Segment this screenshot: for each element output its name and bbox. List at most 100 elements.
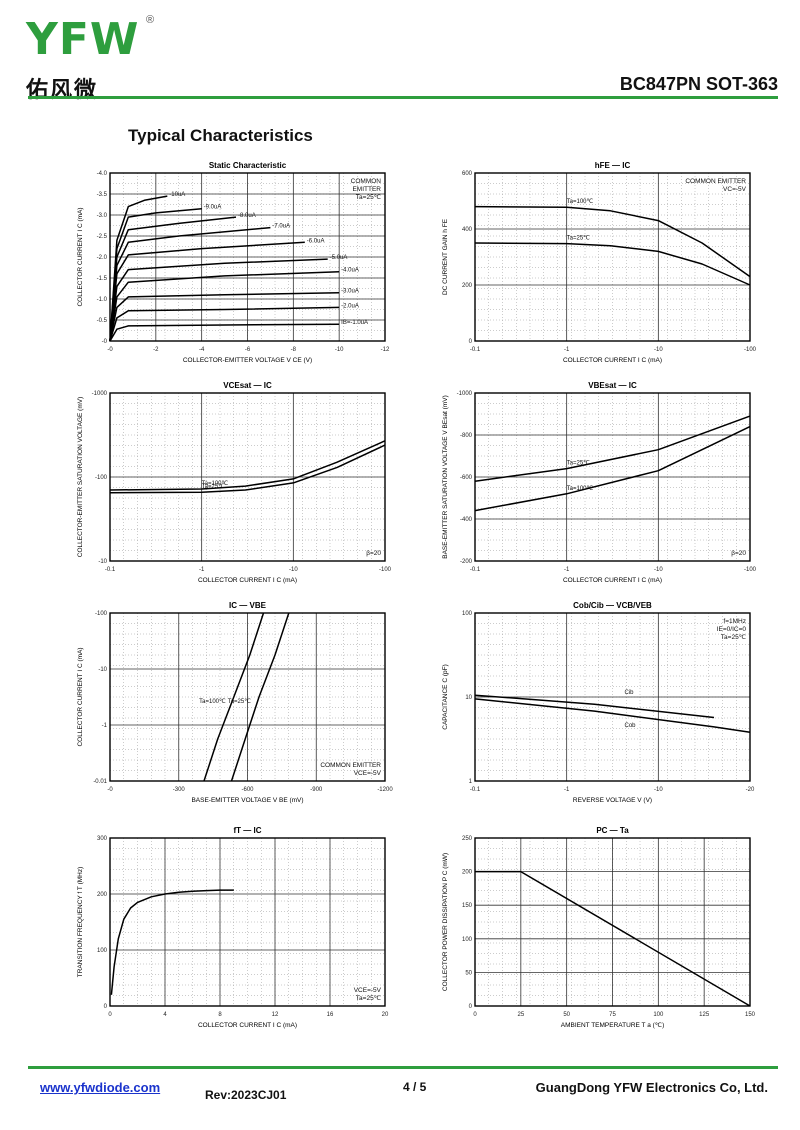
plot-frame <box>474 837 751 1007</box>
y-tick-label: 10 <box>465 695 472 701</box>
y-tick-label: 200 <box>462 283 473 289</box>
curve-label: Ta=100℃ <box>202 481 229 487</box>
y-tick-label: -0.01 <box>93 779 107 785</box>
y-tick-label: -3.5 <box>97 192 108 198</box>
curve-label: Cob <box>625 723 637 729</box>
y-tick-label: 1 <box>469 779 473 785</box>
website-link[interactable]: www.yfwdiode.com <box>40 1080 161 1095</box>
x-tick-label: -20 <box>746 787 755 793</box>
y-tick-label: -100 <box>95 475 108 481</box>
annotation-text: β=20 <box>366 550 381 557</box>
series-line <box>109 323 340 342</box>
series-line <box>475 870 751 1007</box>
y-tick-label: -0 <box>102 339 108 345</box>
y-tick-label: 0 <box>469 1004 473 1010</box>
y-axis-label: COLLECTOR POWER DISSIPATION P C (mW) <box>442 853 449 991</box>
curve-label: Ta=100℃ <box>199 699 226 705</box>
x-tick-label: 20 <box>382 1012 389 1018</box>
x-tick-label: -0.1 <box>105 567 116 573</box>
logo-letters: YFW <box>26 14 140 65</box>
chart-capacitance-vs-voltage: -0.1 -1 -10 -20 1 10 100 Cob/Cib — VCB/VEB REVER… <box>405 595 765 805</box>
series-line <box>474 415 751 482</box>
y-axis-label: CAPACITANCE C (pF) <box>442 664 449 730</box>
x-tick-label: -600 <box>241 787 254 793</box>
chart-static-characteristic: -0 -2 -4 -6 -8 -10 -12 -0 -0.5 -1.0 -1.5 -2.0 -2.5 -3… <box>40 155 400 365</box>
x-tick-label: -0 <box>107 347 113 353</box>
x-axis-label: REVERSE VOLTAGE V (V) <box>573 797 652 804</box>
annotation-text: Ta=25℃ <box>356 194 382 201</box>
curve-label: Ta=25℃ <box>567 461 591 467</box>
chart-title: fT — IC <box>234 826 262 835</box>
y-tick-label: -1000 <box>92 391 108 397</box>
curve-label: Ta=25℃ <box>567 236 591 242</box>
y-tick-label: -10 <box>98 667 107 673</box>
x-axis-label: COLLECTOR CURRENT I C (mA) <box>563 357 662 364</box>
y-tick-label: -1 <box>102 723 108 729</box>
chart-vbesat-vs-ic: -0.1 -1 -10 -100 -200 -400 -600 -800 -1000 VBEsat… <box>405 375 765 585</box>
y-tick-label: 400 <box>462 227 473 233</box>
x-tick-label: -300 <box>173 787 186 793</box>
company-name: GuangDong YFW Electronics Co, Ltd. <box>535 1080 768 1095</box>
y-tick-label: 200 <box>462 870 473 876</box>
series-line <box>110 889 234 995</box>
annotation-text: COMMON <box>351 178 382 185</box>
x-tick-label: -0.1 <box>470 347 481 353</box>
x-tick-label: 0 <box>473 1012 477 1018</box>
x-tick-label: 16 <box>327 1012 334 1018</box>
y-tick-label: -1000 <box>457 391 473 397</box>
y-tick-label: -2.5 <box>97 234 108 240</box>
y-tick-label: -100 <box>95 611 108 617</box>
annotation-text: f=1MHz <box>723 618 746 625</box>
y-tick-label: -1.5 <box>97 276 108 282</box>
chart-power-dissipation-vs-ta: 0 25 50 75 100 125 150 0 50 100 150 200 250 PC — Ta AM… <box>405 820 765 1030</box>
series-line <box>474 425 751 512</box>
x-axis-label: COLLECTOR CURRENT I C (mA) <box>198 577 297 584</box>
x-tick-label: -6 <box>245 347 251 353</box>
curve-label: -3.0uA <box>341 289 359 295</box>
x-tick-label: -1 <box>564 567 570 573</box>
y-tick-label: -200 <box>460 559 473 565</box>
y-tick-label: -600 <box>460 475 473 481</box>
annotation-text: COMMON EMITTER <box>685 178 746 185</box>
x-tick-label: 12 <box>272 1012 279 1018</box>
y-axis-label: COLLECTOR CURRENT I C (mA) <box>77 647 84 746</box>
y-tick-label: -2.0 <box>97 255 108 261</box>
annotation-text: Ta=25℃ <box>356 995 382 1002</box>
chart-ft-vs-ic: 0 4 8 12 16 20 0 100 200 300 fT — IC COLLECTOR CURR… <box>40 820 400 1030</box>
y-tick-label: -800 <box>460 433 473 439</box>
x-tick-label: 150 <box>745 1012 756 1018</box>
curve-label: -4.0uA <box>341 268 359 274</box>
annotation-text: β=20 <box>731 550 746 557</box>
series-line <box>109 291 340 342</box>
chart-hfe-vs-ic: -0.1 -1 -10 -100 0 200 400 600 hFE — IC COLLECTOR… <box>405 155 765 365</box>
x-tick-label: -10 <box>654 347 663 353</box>
series-line <box>109 258 328 342</box>
y-tick-label: -1.0 <box>97 297 108 303</box>
y-tick-label: -4.0 <box>97 171 108 177</box>
x-tick-label: 8 <box>218 1012 222 1018</box>
registered-mark: ® <box>146 14 155 26</box>
y-axis-label: COLLECTOR CURRENT I C (mA) <box>77 207 84 306</box>
y-tick-label: -3.0 <box>97 213 108 219</box>
y-tick-label: 100 <box>462 611 473 617</box>
x-tick-label: -8 <box>291 347 297 353</box>
plot-frame <box>109 612 386 782</box>
series-line <box>109 226 271 342</box>
y-axis-label: DC CURRENT GAIN h FE <box>442 218 449 295</box>
x-axis-label: COLLECTOR CURRENT I C (mA) <box>563 577 662 584</box>
series-line <box>474 242 751 286</box>
curve-label: -10uA <box>169 192 185 198</box>
y-tick-label: 250 <box>462 836 473 842</box>
chart-title: hFE — IC <box>595 161 631 170</box>
y-tick-label: -0.5 <box>97 318 108 324</box>
header-divider <box>28 96 778 99</box>
curve-label: -2.0uA <box>341 303 359 309</box>
y-axis-label: COLLECTOR-EMITTER SATURATION VOLTAGE (mV… <box>77 397 84 557</box>
part-number-title: BC847PN SOT-363 <box>619 74 778 94</box>
x-tick-label: -0.1 <box>470 567 481 573</box>
x-tick-label: -4 <box>199 347 205 353</box>
chart-vcesat-vs-ic: -0.1 -1 -10 -100 -10 -100 -1000 VCEsat — IC COLL… <box>40 375 400 585</box>
plot-frame <box>474 612 751 782</box>
chart-title: Static Characteristic <box>209 161 287 170</box>
y-tick-label: 0 <box>104 1004 108 1010</box>
